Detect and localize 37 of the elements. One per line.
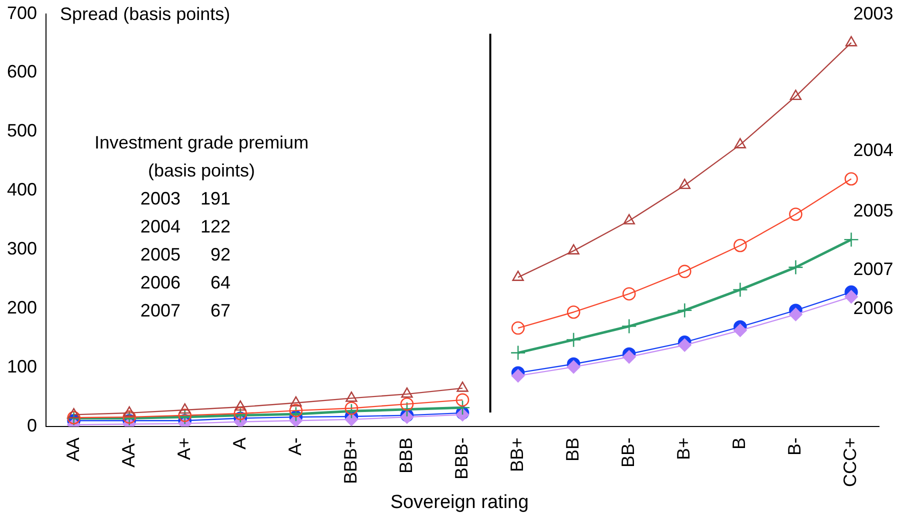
x-tick-label: BB- — [618, 437, 638, 468]
annotation: 2005 92 — [140, 244, 231, 264]
x-tick-label: B — [729, 437, 750, 450]
x-tick-label: BBB- — [451, 437, 472, 480]
annotation: 2006 64 — [140, 272, 231, 292]
annotation: Investment grade premium — [94, 132, 309, 152]
annotation: 2004 122 — [140, 216, 231, 236]
x-tick-label: BB+ — [507, 437, 528, 472]
y-tick-label: 0 — [27, 415, 38, 436]
x-tick-label: AA — [62, 437, 83, 462]
annotation: 2003 191 — [140, 188, 231, 208]
y-tick-label: 100 — [6, 356, 38, 377]
x-tick-label: B+ — [674, 437, 694, 460]
annotation: (basis points) — [148, 160, 256, 180]
x-tick-label: BBB+ — [340, 437, 360, 484]
series-label: 2005 — [853, 200, 894, 221]
y-tick-label: 200 — [6, 298, 38, 318]
x-tick-label: BBB — [396, 437, 416, 474]
y-tick-label: 700 — [6, 2, 38, 23]
series-label: 2006 — [853, 298, 894, 318]
y-tick-label: 400 — [6, 180, 38, 200]
x-tick-label: B- — [784, 437, 805, 456]
x-tick-label: A- — [284, 437, 305, 456]
y-tick-label: 600 — [6, 62, 38, 82]
series-label: 2007 — [853, 259, 894, 280]
y-tick-label: 300 — [6, 238, 38, 259]
x-tick-label: A — [229, 437, 250, 450]
x-tick-label: BB — [562, 437, 583, 462]
y-tick-label: 500 — [6, 120, 38, 141]
annotation: 2007 67 — [140, 300, 231, 320]
x-tick-label: CCC+ — [840, 437, 860, 488]
x-tick-label: A+ — [174, 437, 194, 460]
x-tick-label: AA- — [118, 437, 138, 468]
y-axis-title: Spread (basis points) — [60, 4, 230, 24]
series-label: 2004 — [853, 140, 894, 160]
series-label: 2003 — [853, 4, 894, 24]
x-axis-title: Sovereign rating — [389, 492, 530, 514]
